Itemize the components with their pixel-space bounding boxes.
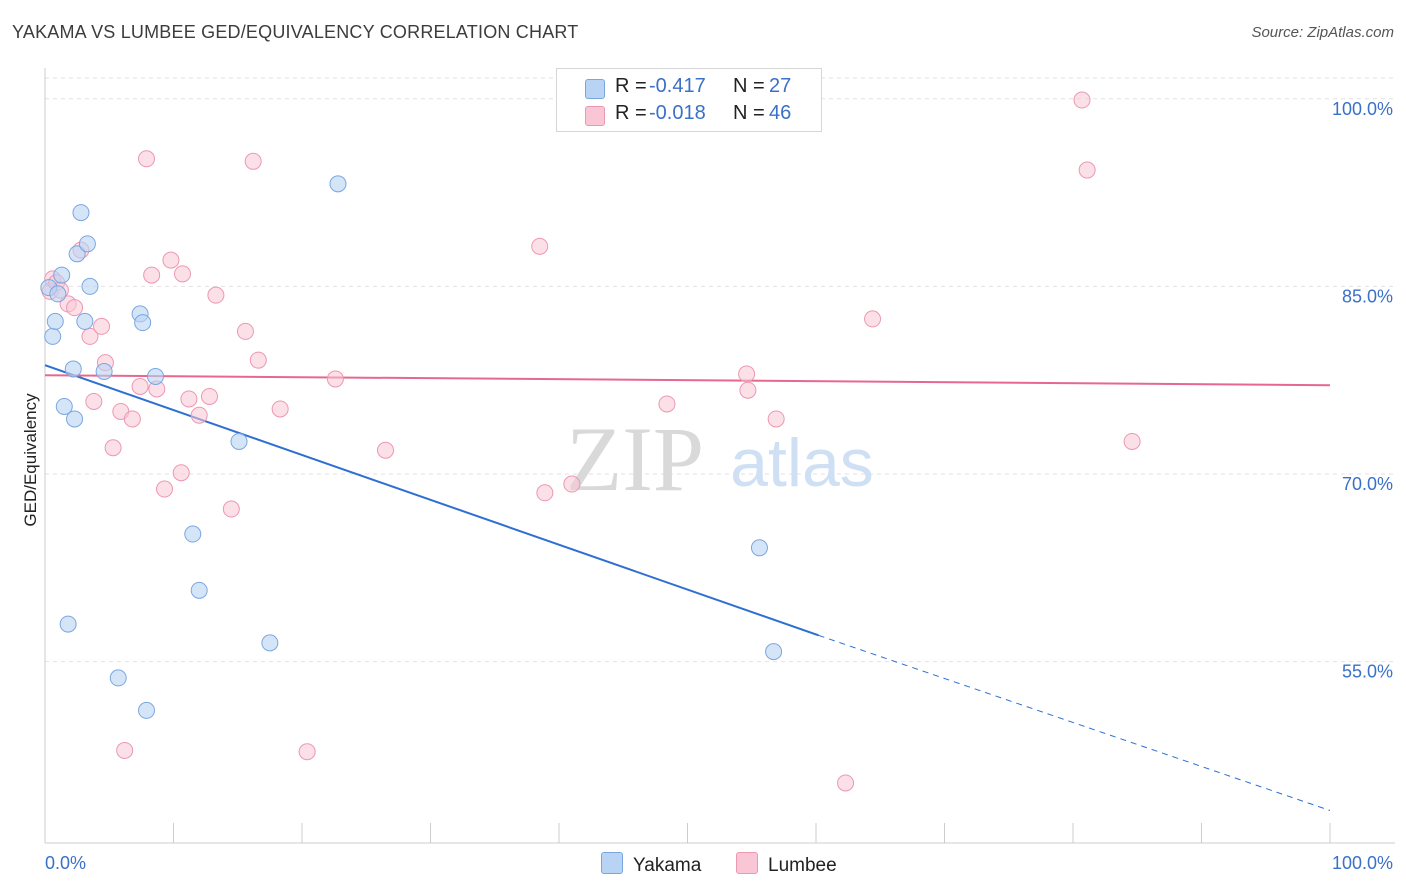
lumbee-point xyxy=(739,381,757,399)
yakama-point xyxy=(138,701,156,719)
lumbee-point xyxy=(658,395,676,413)
lumbee-point xyxy=(116,741,134,759)
n-value: 46 xyxy=(769,102,792,124)
lumbee-point xyxy=(222,500,240,518)
yakama-trend-extension xyxy=(818,634,1331,811)
yakama-point xyxy=(329,175,347,193)
yakama-point xyxy=(72,204,90,222)
bottom-legend-lumbee: Lumbee xyxy=(736,852,837,877)
yakama-point xyxy=(230,432,248,450)
yakama-point xyxy=(765,643,783,661)
y-tick-label: 100.0% xyxy=(1332,99,1393,119)
lumbee-point xyxy=(85,392,103,410)
lumbee-point xyxy=(200,387,218,405)
yakama-point xyxy=(78,235,96,253)
yakama-point xyxy=(46,312,64,330)
r-label: R = xyxy=(615,102,647,124)
r-label: R = xyxy=(615,75,647,97)
lumbee-point xyxy=(864,310,882,328)
x-tick-label: 100.0% xyxy=(1332,853,1393,873)
bottom-legend-yakama: Yakama xyxy=(601,852,701,877)
yakama-point xyxy=(76,312,94,330)
lumbee-point xyxy=(298,743,316,761)
lumbee-point xyxy=(131,377,149,395)
lumbee-point xyxy=(244,152,262,170)
axes xyxy=(44,68,1395,844)
lumbee-point xyxy=(531,237,549,255)
yakama-point xyxy=(147,367,165,385)
lumbee-point xyxy=(738,365,756,383)
lumbee-point xyxy=(104,439,122,457)
lumbee-trend-line xyxy=(44,374,1331,387)
lumbee-point xyxy=(138,150,156,168)
x-tick-label: 0.0% xyxy=(45,853,86,873)
yakama-point xyxy=(750,539,768,557)
lumbee-point xyxy=(156,480,174,498)
yakama-point xyxy=(49,285,67,303)
y-axis-title: GED/Equivalency xyxy=(21,393,40,527)
watermark-zip: ZIP xyxy=(566,408,704,510)
yakama-point xyxy=(190,581,208,599)
lumbee-point xyxy=(190,406,208,424)
yakama-point xyxy=(44,327,62,345)
source-label: Source: ZipAtlas.com xyxy=(1251,24,1394,41)
yakama-point xyxy=(68,245,86,263)
y-tick-label: 70.0% xyxy=(1342,474,1393,494)
lumbee-point xyxy=(249,351,267,369)
yakama-point xyxy=(261,634,279,652)
lumbee-point xyxy=(1123,432,1141,450)
lumbee-point xyxy=(837,774,855,792)
yakama-point xyxy=(184,525,202,543)
lumbee-point xyxy=(93,317,111,335)
n-label: N = xyxy=(733,75,765,97)
data-points xyxy=(40,91,1141,792)
yakama-point xyxy=(109,669,127,687)
yakama-point xyxy=(81,277,99,295)
lumbee-point xyxy=(207,286,225,304)
yakama-legend-swatch xyxy=(601,852,623,874)
yakama-trend-line xyxy=(44,364,819,637)
lumbee-point xyxy=(236,322,254,340)
n-value: 27 xyxy=(769,75,792,97)
lumbee-point xyxy=(143,266,161,284)
lumbee-point xyxy=(271,400,289,418)
yakama-legend-label: Yakama xyxy=(633,855,702,876)
lumbee-point xyxy=(767,410,785,428)
yakama-point xyxy=(66,410,84,428)
lumbee-legend-swatch xyxy=(736,852,758,874)
correlation-legend: R = -0.417 N = 27 R = -0.018 N = 46 xyxy=(556,68,822,132)
lumbee-point xyxy=(377,441,395,459)
lumbee-point xyxy=(162,251,180,269)
lumbee-point xyxy=(123,410,141,428)
yakama-point xyxy=(55,397,73,415)
lumbee-point xyxy=(536,484,554,502)
lumbee-point xyxy=(1073,91,1091,109)
lumbee-point xyxy=(180,390,198,408)
r-value: -0.018 xyxy=(649,102,706,124)
y-tick-label: 85.0% xyxy=(1342,286,1393,306)
r-value: -0.417 xyxy=(649,75,706,97)
lumbee-point xyxy=(172,464,190,482)
lumbee-legend-label: Lumbee xyxy=(768,855,837,876)
lumbee-point xyxy=(1078,161,1096,179)
yakama-point xyxy=(134,314,152,332)
lumbee-point xyxy=(66,299,84,317)
chart-title: YAKAMA VS LUMBEE GED/EQUIVALENCY CORRELA… xyxy=(12,22,579,42)
yakama-point xyxy=(53,266,71,284)
yakama-point xyxy=(59,615,77,633)
n-label: N = xyxy=(733,102,765,124)
yakama-point xyxy=(64,360,82,378)
lumbee-point xyxy=(326,370,344,388)
watermark-atlas: atlas xyxy=(730,425,874,501)
yakama-point xyxy=(95,362,113,380)
lumbee-point xyxy=(81,327,99,345)
yakama-swatch xyxy=(585,79,605,99)
axis-labels: 55.0% 70.0% 85.0% 100.0% 0.0% 100.0% xyxy=(45,99,1393,873)
lumbee-swatch xyxy=(585,106,605,126)
y-tick-label: 55.0% xyxy=(1342,662,1393,682)
lumbee-point xyxy=(563,475,581,493)
lumbee-point xyxy=(173,265,191,283)
trend-lines xyxy=(44,364,1331,811)
